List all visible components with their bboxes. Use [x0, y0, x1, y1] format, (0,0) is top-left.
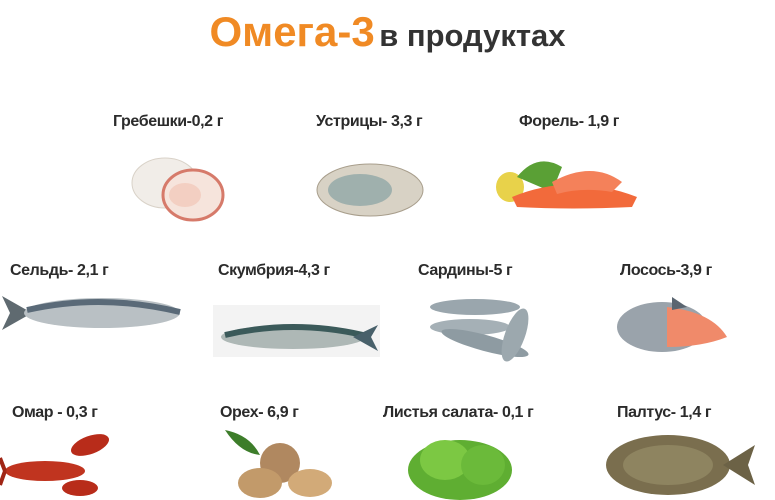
label-halibut: Палтус- 1,4 г	[617, 404, 712, 421]
label-salmon: Лосось-3,9 г	[620, 262, 712, 279]
label-scallops: Гребешки-0,2 г	[113, 113, 223, 130]
halibut-icon	[606, 435, 755, 495]
lobster-icon	[0, 434, 110, 496]
title-accent: Омега-3	[209, 8, 375, 55]
sardines-icon	[430, 299, 529, 362]
trout-fillet-icon	[496, 161, 637, 209]
mackerel-icon	[213, 305, 380, 357]
herring-icon	[2, 296, 181, 330]
scallop-icon	[131, 157, 225, 222]
label-trout: Форель- 1,9 г	[519, 113, 620, 130]
walnut-icon	[225, 430, 332, 498]
label-herring: Сельдь- 2,1 г	[10, 262, 109, 279]
label-lettuce: Листья салата- 0,1 г	[383, 404, 534, 421]
label-oysters: Устрицы- 3,3 г	[316, 113, 423, 130]
title-rest: в продуктах	[379, 18, 566, 53]
label-sardines: Сардины-5 г	[418, 262, 513, 279]
oyster-icon	[316, 163, 424, 217]
label-walnut: Орех- 6,9 г	[220, 404, 299, 421]
salmon-icon	[617, 297, 727, 352]
lettuce-icon	[408, 440, 512, 500]
page-title: Омега-3 в продуктах	[0, 8, 775, 56]
label-lobster: Омар - 0,3 г	[12, 404, 98, 421]
label-mackerel: Скумбрия-4,3 г	[218, 262, 330, 279]
